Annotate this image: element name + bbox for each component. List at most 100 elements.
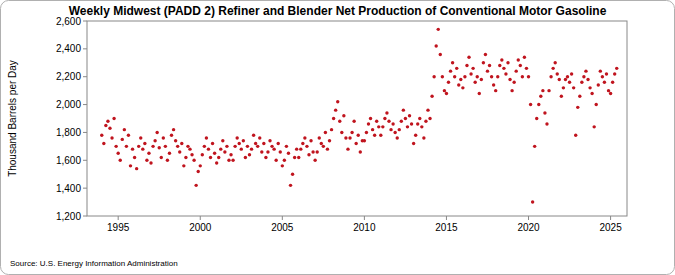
point (543, 111, 546, 114)
point (301, 142, 304, 145)
point (295, 147, 298, 150)
point (582, 75, 585, 78)
points (100, 28, 618, 204)
y-tick-label: 2,000 (56, 99, 81, 110)
point (229, 153, 232, 156)
point (170, 134, 173, 137)
point (426, 108, 429, 111)
point (525, 67, 528, 70)
point (389, 128, 392, 131)
point (320, 142, 323, 145)
point (449, 69, 452, 72)
point (106, 120, 109, 123)
point (116, 152, 119, 155)
point (373, 134, 376, 137)
point (496, 75, 499, 78)
point (344, 136, 347, 139)
x-tick (118, 216, 119, 220)
point (354, 142, 357, 145)
point (367, 122, 370, 125)
point (315, 150, 318, 153)
point (508, 78, 511, 81)
y-axis-label: Thousand Barrels per Day (7, 60, 18, 177)
point (570, 72, 573, 75)
point (586, 78, 589, 81)
point (551, 67, 554, 70)
y-tick-label: 2,600 (56, 16, 81, 27)
point (330, 128, 333, 131)
point (227, 159, 230, 162)
point (238, 142, 241, 145)
point (184, 156, 187, 159)
point (556, 72, 559, 75)
point (235, 136, 238, 139)
point (560, 95, 563, 98)
point (205, 136, 208, 139)
point (482, 61, 485, 64)
point (480, 78, 483, 81)
point (242, 139, 245, 142)
point (422, 136, 425, 139)
point (348, 136, 351, 139)
point (469, 72, 472, 75)
point (121, 138, 124, 141)
point (441, 75, 444, 78)
point (568, 81, 571, 84)
point (539, 95, 542, 98)
point (289, 184, 292, 187)
point (145, 159, 148, 162)
point (383, 117, 386, 120)
point (162, 136, 165, 139)
point (147, 152, 150, 155)
point (225, 145, 228, 148)
point (188, 147, 191, 150)
point (215, 161, 218, 164)
x-tick (282, 216, 283, 220)
point (176, 145, 179, 148)
point (274, 159, 277, 162)
outer-border (1, 1, 675, 275)
point (297, 156, 300, 159)
point (287, 152, 290, 155)
point (209, 156, 212, 159)
point (291, 173, 294, 176)
point (428, 117, 431, 120)
point (580, 81, 583, 84)
point (545, 122, 548, 125)
point (506, 61, 509, 64)
y-tick-label: 1,200 (56, 211, 81, 222)
point (203, 145, 206, 148)
y-tick (83, 104, 87, 105)
point (512, 81, 515, 84)
point (369, 117, 372, 120)
point (258, 136, 261, 139)
point (182, 164, 185, 167)
point (492, 83, 495, 86)
point (114, 145, 117, 148)
x-tick-label: 2025 (599, 222, 622, 233)
point (564, 78, 567, 81)
point (611, 81, 614, 84)
point (592, 125, 595, 128)
point (476, 75, 479, 78)
point (478, 92, 481, 95)
point (322, 145, 325, 148)
point (192, 159, 195, 162)
point (160, 156, 163, 159)
point (424, 120, 427, 123)
point (599, 69, 602, 72)
point (174, 139, 177, 142)
point (517, 58, 520, 61)
point (547, 89, 550, 92)
point (404, 117, 407, 120)
point (151, 145, 154, 148)
y-tick (83, 216, 87, 217)
point (342, 114, 345, 117)
point (303, 136, 306, 139)
point (443, 89, 446, 92)
point (601, 75, 604, 78)
point (578, 95, 581, 98)
point (266, 150, 269, 153)
point (590, 92, 593, 95)
point (393, 131, 396, 134)
